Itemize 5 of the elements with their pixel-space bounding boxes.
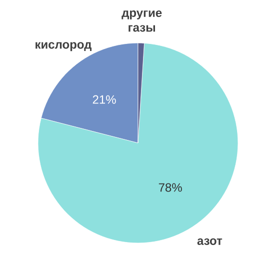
data-label: 21%	[92, 95, 116, 104]
data-label: 78%	[158, 183, 182, 192]
slice-label: азот	[197, 238, 222, 245]
slice-label: кислород	[36, 42, 92, 52]
slice-label: другие газы	[122, 10, 162, 32]
